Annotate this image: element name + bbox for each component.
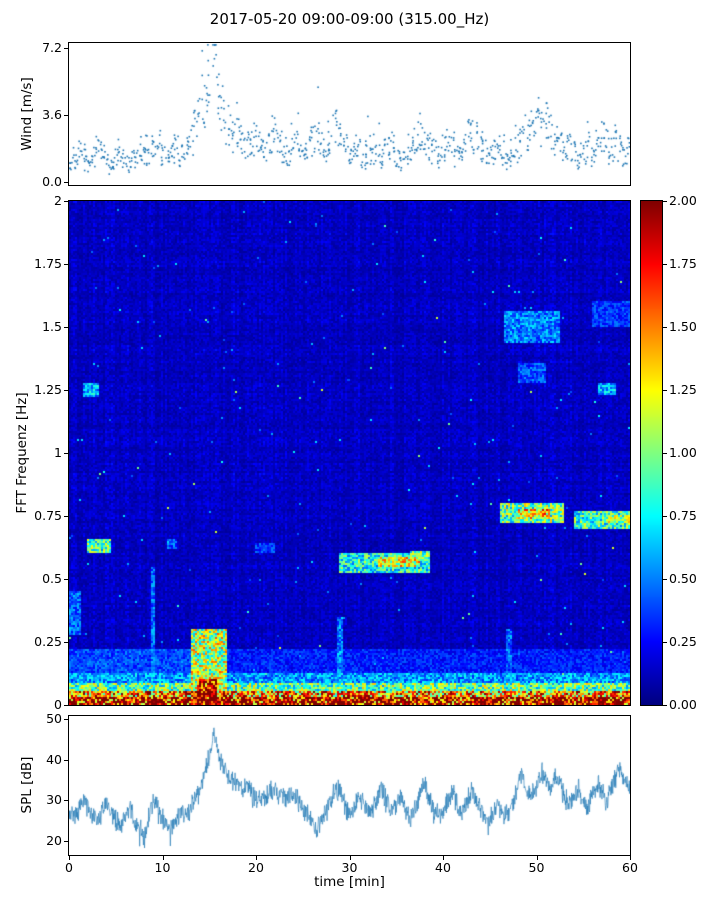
spec-ytick-label: 1.25 — [34, 382, 62, 397]
wind-ytick-mark — [64, 182, 68, 184]
x-tick-mark — [630, 856, 631, 860]
x-tick-label: 40 — [435, 860, 451, 875]
colorbar-tick-label: 1.25 — [669, 382, 697, 397]
colorbar-tick-label: 1.00 — [669, 445, 697, 460]
spec-ytick-mark — [64, 579, 68, 580]
x-tick-label: 0 — [65, 860, 73, 875]
spec-ytick-mark — [64, 642, 68, 643]
spl-ytick-mark — [64, 800, 68, 802]
spec-ytick-mark — [64, 516, 68, 517]
spl-line-canvas — [69, 716, 630, 855]
colorbar-tick-mark — [663, 327, 667, 328]
x-tick-mark — [536, 856, 538, 860]
wind-ytick-mark — [64, 114, 68, 116]
colorbar-tick-mark — [663, 705, 667, 706]
spec-ytick-mark — [64, 327, 68, 328]
colorbar-tick-mark — [663, 390, 667, 391]
spec-ytick-label: 1.75 — [34, 256, 62, 271]
spec-ytick-mark — [64, 705, 68, 706]
spec-ytick-label: 0.75 — [34, 508, 62, 523]
colorbar-tick-label: 0.00 — [669, 697, 697, 712]
colorbar-tick-label: 0.25 — [669, 634, 697, 649]
spl-ytick-label: 30 — [46, 792, 62, 808]
figure-title: 2017-05-20 09:00-09:00 (315.00_Hz) — [209, 10, 490, 28]
spec-ytick-label: 1.5 — [42, 319, 62, 334]
spec-ytick-label: 0.25 — [34, 634, 62, 649]
x-tick-label: 20 — [248, 860, 264, 875]
wind-scatter-canvas — [69, 43, 630, 185]
wind-ytick-label: 7.2 — [42, 39, 62, 55]
colorbar-tick-label: 2.00 — [669, 193, 697, 208]
spl-ytick-label: 40 — [46, 751, 62, 767]
x-tick-mark — [443, 856, 444, 860]
spec-ytick-mark — [64, 264, 68, 265]
spec-ytick-mark — [64, 390, 68, 391]
spl-ytick-label: 20 — [46, 832, 62, 848]
spec-ytick-label: 1 — [54, 445, 62, 460]
spl-ytick-mark — [64, 840, 68, 842]
time-xlabel: time [min] — [314, 874, 385, 890]
x-tick-mark — [69, 856, 70, 860]
spec-ytick-mark — [64, 201, 68, 202]
colorbar-tick-mark — [663, 579, 667, 580]
colorbar-tick-label: 1.50 — [669, 319, 697, 334]
x-tick-mark — [349, 856, 351, 860]
spectrogram-panel — [68, 200, 631, 706]
x-tick-label: 60 — [622, 860, 638, 875]
x-tick-label: 50 — [528, 860, 545, 875]
colorbar-tick-label: 0.75 — [669, 508, 697, 523]
colorbar-tick-mark — [663, 453, 667, 454]
colorbar-tick-mark — [663, 516, 667, 517]
x-tick-label: 30 — [341, 860, 358, 875]
x-tick-label: 10 — [154, 860, 171, 875]
spl-ytick-mark — [64, 759, 68, 761]
colorbar-tick-label: 0.50 — [669, 571, 697, 586]
colorbar-canvas — [641, 201, 662, 705]
spectrogram-canvas — [69, 201, 630, 705]
x-tick-mark — [162, 856, 164, 860]
colorbar-tick-mark — [663, 201, 667, 202]
spec-ytick-label: 0.5 — [42, 571, 62, 586]
colorbar-tick-label: 1.75 — [669, 256, 697, 271]
spl-ytick-mark — [64, 719, 68, 721]
spec-ytick-mark — [64, 453, 68, 454]
wind-ytick-mark — [64, 47, 68, 49]
colorbar-tick-mark — [663, 264, 667, 265]
wind-panel — [68, 42, 631, 186]
spec-ytick-label: 0 — [54, 697, 62, 712]
spl-ytick-label: 50 — [46, 711, 62, 727]
spec-ytick-label: 2 — [54, 193, 62, 208]
x-tick-mark — [256, 856, 257, 860]
spl-panel — [68, 715, 631, 856]
colorbar-tick-mark — [663, 642, 667, 643]
wind-ytick-label: 3.6 — [42, 106, 62, 122]
colorbar-panel — [640, 200, 663, 706]
wind-ytick-label: 0.0 — [42, 174, 62, 190]
